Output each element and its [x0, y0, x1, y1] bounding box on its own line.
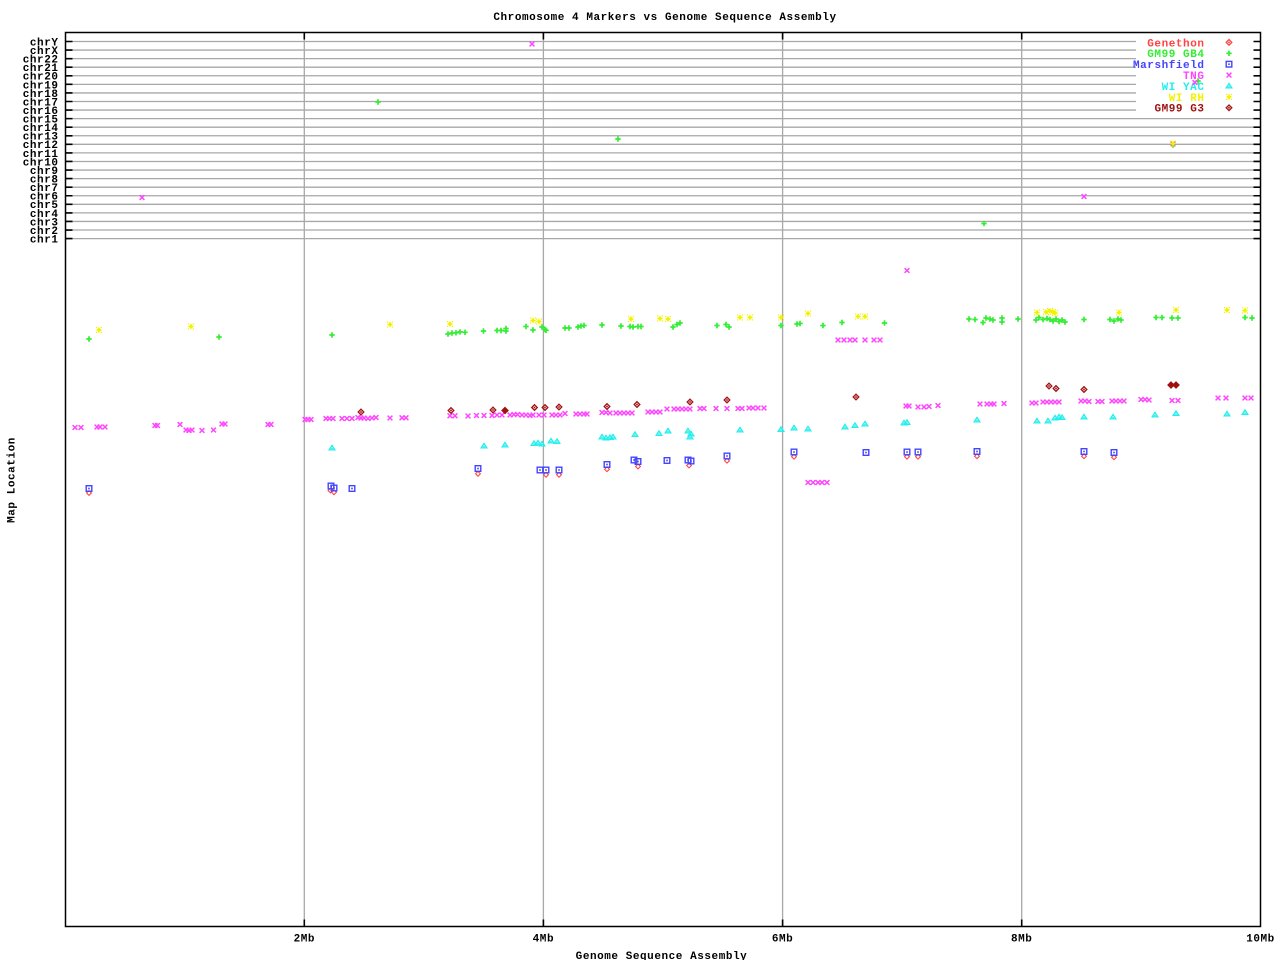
svg-text:chrX: chrX — [30, 46, 59, 58]
svg-text:chr7: chr7 — [30, 183, 59, 195]
svg-text:chr14: chr14 — [23, 123, 59, 135]
svg-text:chr18: chr18 — [23, 89, 59, 101]
svg-text:chr12: chr12 — [23, 140, 59, 152]
svg-text:chr22: chr22 — [23, 55, 59, 67]
svg-text:Map Location: Map Location — [7, 437, 19, 523]
svg-text:8Mb: 8Mb — [1011, 933, 1032, 945]
svg-text:chr15: chr15 — [23, 115, 59, 127]
svg-text:2Mb: 2Mb — [294, 933, 315, 945]
svg-text:GM99 G3: GM99 G3 — [1154, 104, 1204, 116]
svg-text:chr6: chr6 — [30, 192, 59, 204]
svg-text:chr4: chr4 — [30, 209, 59, 221]
svg-text:chr21: chr21 — [23, 63, 59, 75]
svg-text:chr8: chr8 — [30, 175, 59, 187]
svg-text:chr5: chr5 — [30, 200, 59, 212]
svg-text:chrY: chrY — [30, 37, 59, 49]
svg-text:chr13: chr13 — [23, 132, 59, 144]
svg-text:Genethon: Genethon — [1147, 38, 1204, 50]
svg-text:chr10: chr10 — [23, 157, 59, 169]
svg-text:chr17: chr17 — [23, 97, 59, 109]
svg-text:chr19: chr19 — [23, 80, 59, 92]
svg-text:GM99 GB4: GM99 GB4 — [1147, 49, 1204, 61]
svg-text:chr16: chr16 — [23, 106, 59, 118]
svg-text:chr2: chr2 — [30, 226, 59, 238]
svg-text:10Mb: 10Mb — [1246, 933, 1275, 945]
svg-text:chr1: chr1 — [30, 235, 59, 247]
svg-text:Genome Sequence Assembly: Genome Sequence Assembly — [576, 951, 748, 960]
svg-text:chr9: chr9 — [30, 166, 59, 178]
svg-text:Marshfield: Marshfield — [1133, 60, 1205, 72]
svg-text:chr20: chr20 — [23, 72, 59, 84]
svg-text:6Mb: 6Mb — [772, 933, 793, 945]
svg-text:chr3: chr3 — [30, 217, 59, 229]
svg-text:chr11: chr11 — [23, 149, 59, 161]
svg-text:Chromosome 4 Markers vs Genome: Chromosome 4 Markers vs Genome Sequence … — [493, 12, 836, 24]
svg-text:WI RH: WI RH — [1169, 93, 1205, 105]
svg-text:4Mb: 4Mb — [533, 933, 554, 945]
